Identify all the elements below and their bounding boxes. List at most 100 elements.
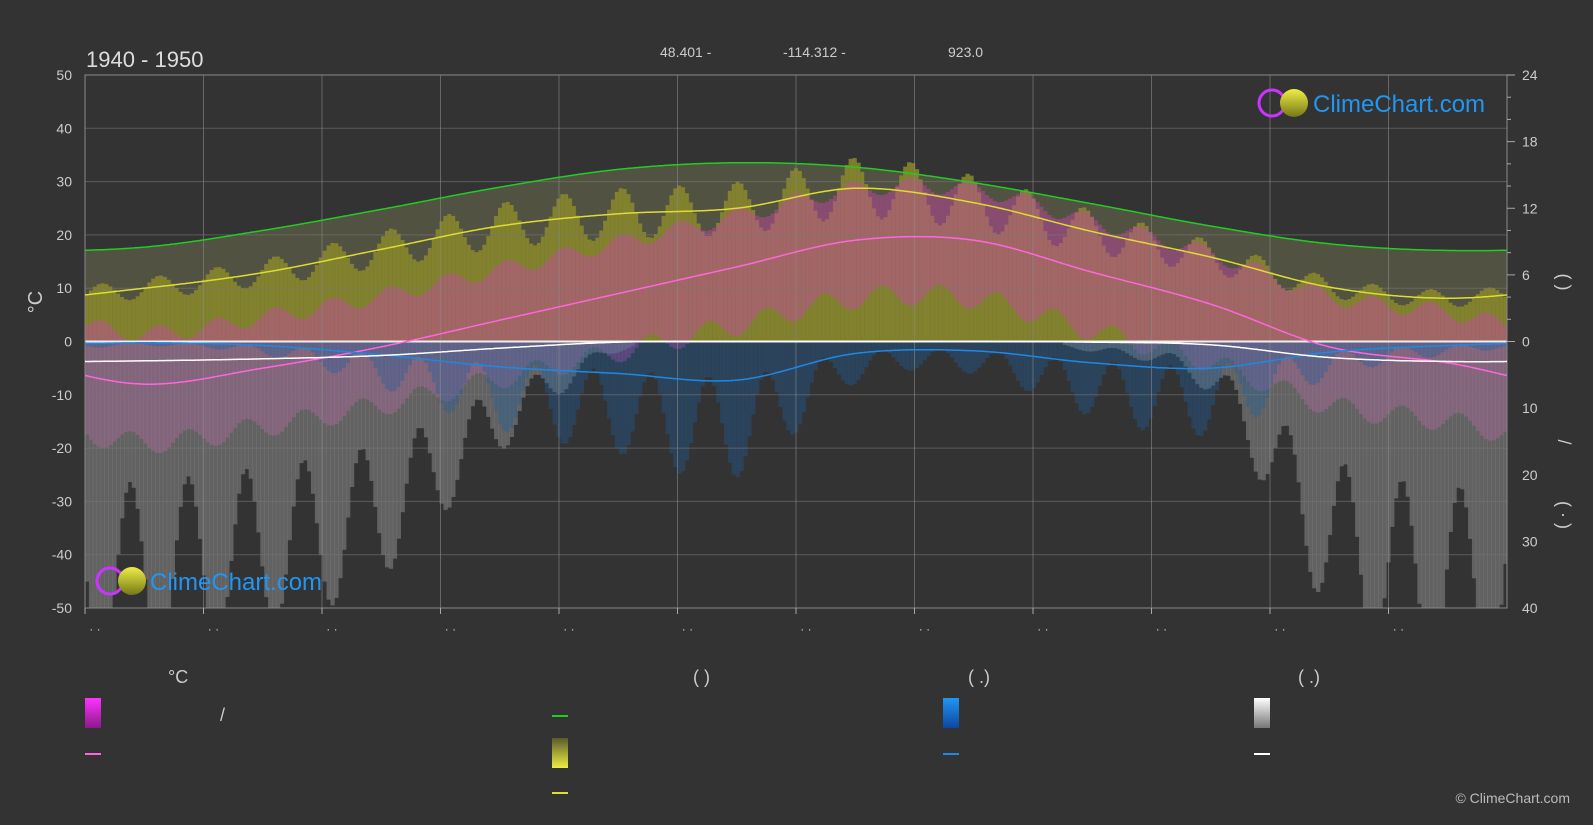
snow-bar <box>123 341 129 493</box>
temp-range-bar <box>474 282 479 374</box>
sunshine-bar <box>326 245 331 342</box>
sunshine-bar <box>1101 245 1107 342</box>
sunshine-bar <box>540 236 546 342</box>
temp-range-bar <box>1109 234 1114 326</box>
sunshine-bar <box>1016 196 1021 342</box>
sunshine-bar <box>914 169 920 342</box>
temp-range-bar <box>513 261 518 381</box>
month-label: · · <box>800 622 811 636</box>
rain-bar <box>1210 341 1216 406</box>
rain-bar <box>1432 341 1438 357</box>
sunshine-bar <box>392 229 398 342</box>
sunshine-bar <box>416 261 421 342</box>
rain-bar <box>513 341 518 418</box>
sunshine-bar <box>1425 289 1430 342</box>
rain-bar <box>1203 341 1208 431</box>
rain-bar <box>1456 341 1461 345</box>
rain-bar <box>529 341 534 369</box>
sunshine-bar <box>310 271 316 342</box>
snow-bar <box>287 341 292 541</box>
rain-bar <box>747 341 752 437</box>
temp-range-bar <box>875 194 881 288</box>
rain-bar <box>416 341 421 357</box>
sunshine-bar <box>848 158 853 342</box>
rain-bar <box>88 341 94 347</box>
snow-bar <box>349 341 355 488</box>
temp-range-bar <box>447 273 452 402</box>
temp-range-bar <box>470 282 475 376</box>
left-tick-label: -30 <box>52 493 72 509</box>
sunshine-bar <box>1261 259 1266 342</box>
rain-bar <box>490 341 495 398</box>
sunshine-bar <box>1086 210 1091 342</box>
sunshine-bar <box>607 209 612 342</box>
snow-bar <box>1448 341 1453 532</box>
temp-range-bar <box>1195 241 1200 369</box>
snow-bar <box>513 341 518 425</box>
rain-bar <box>755 341 760 395</box>
rain-bar <box>1191 341 1196 429</box>
snow-bar <box>1105 341 1111 349</box>
rain-bar <box>681 341 686 472</box>
sunshine-bar <box>497 207 503 342</box>
left-tick-label: -10 <box>52 387 72 403</box>
right-axis-slash: / <box>1554 439 1574 444</box>
sunshine-bar <box>575 215 581 342</box>
rain-bar <box>1148 341 1153 419</box>
rain-bar <box>1358 341 1364 362</box>
sunshine-bar <box>1168 266 1173 342</box>
temp-range-bar <box>844 184 849 309</box>
sunshine-bar <box>786 177 791 342</box>
snow-bar <box>1171 341 1177 355</box>
temp-range-bar <box>848 182 853 310</box>
daylight-bar <box>123 248 129 342</box>
rain-bar <box>1417 341 1422 355</box>
temp-range-bar <box>988 198 994 294</box>
snow-bar <box>544 341 550 384</box>
temp-range-bar <box>1171 250 1177 342</box>
snow-bar <box>412 341 417 439</box>
rain-bar <box>914 341 920 369</box>
sunshine-bar <box>1429 289 1434 342</box>
sunshine-bar <box>283 263 288 342</box>
snow-bar <box>451 341 456 497</box>
temp-range-bar <box>852 181 857 310</box>
snow-bar <box>1421 341 1426 608</box>
logo-sun-icon <box>1280 89 1308 117</box>
rain-bar <box>244 341 250 345</box>
temp-range-bar <box>494 266 499 385</box>
rain-bar <box>478 341 483 365</box>
rain-bar <box>1168 341 1173 366</box>
rain-bar <box>700 341 705 387</box>
sunshine-bar <box>1109 256 1114 342</box>
temp-range-bar <box>599 251 604 350</box>
rain-bar <box>1249 341 1255 415</box>
rain-bar <box>474 341 479 363</box>
rain-bar <box>743 341 748 457</box>
daylight-bar <box>1351 245 1356 342</box>
sunshine-bar <box>981 204 986 342</box>
rain-bar <box>634 341 639 415</box>
snow-bar <box>536 341 542 375</box>
rain-bar <box>1140 341 1146 430</box>
snow-bar <box>435 341 440 491</box>
month-label: · · <box>563 622 574 636</box>
sunshine-bar <box>743 189 748 342</box>
snow-bar <box>1304 341 1309 546</box>
sunshine-bar <box>1495 290 1500 342</box>
temp-range-bar <box>482 278 487 375</box>
rain-bar <box>1394 341 1399 349</box>
rain-bar <box>1012 341 1017 374</box>
left-tick-label: 40 <box>56 120 72 136</box>
temp-range-bar <box>579 253 585 357</box>
rain-bar <box>1164 341 1169 370</box>
snow-bar <box>1203 341 1208 390</box>
snow-bar <box>120 341 125 519</box>
sunshine-bar <box>494 216 499 342</box>
snow-bar <box>151 341 156 608</box>
sunshine-bar <box>817 218 822 342</box>
rain-bar <box>587 341 592 371</box>
month-label: · · <box>1037 622 1048 636</box>
copyright: © ClimeChart.com <box>1455 790 1570 806</box>
sunshine-bar <box>649 237 655 342</box>
